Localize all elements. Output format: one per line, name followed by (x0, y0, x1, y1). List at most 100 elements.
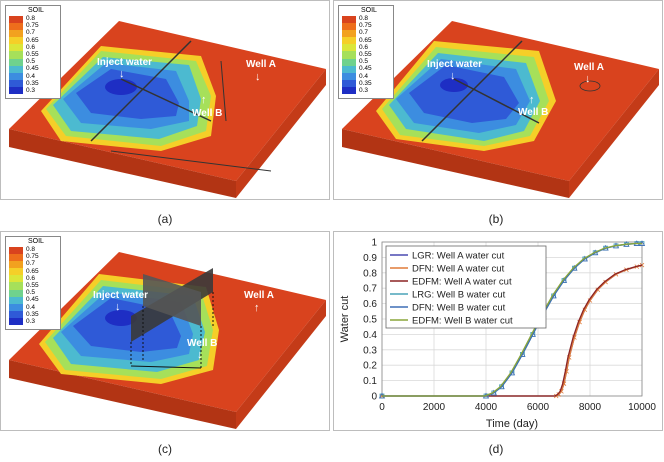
colorbar-level-label: 0.75 (26, 22, 39, 30)
reservoir-grid-a (9, 21, 326, 198)
inject-water-label: Inject water (427, 59, 483, 70)
inject-arrow-icon: ↓ (115, 301, 121, 313)
colorbar-level-label: 0.65 (26, 267, 39, 275)
colorbar-a: SOIL 0.8 0.75 0.7 0.65 0.6 0.55 0.5 0.45 0.4 0.35… (5, 5, 61, 99)
y-tick-label: 0.3 (363, 345, 377, 356)
panel-d-label: (d) (488, 442, 504, 456)
colorbar-level-label: 0.7 (359, 29, 369, 37)
colorbar-swatch (9, 23, 23, 31)
panel-c-figure (9, 252, 326, 429)
colorbar-swatch (342, 79, 356, 88)
x-tick-label: 4000 (475, 402, 498, 413)
y-axis-label: Water cut (339, 296, 351, 343)
panel-c-label: (c) (158, 442, 172, 456)
colorbar-level-label: 0.7 (26, 29, 36, 37)
legend-entry: EDFM: Well A water cut (412, 277, 512, 288)
colorbar-level-label: 0.75 (359, 22, 372, 30)
legend-entry: LGR: Well A water cut (412, 251, 505, 262)
water-cut-chart: 0 0.1 0.2 0.3 0.4 0.5 0.6 0.7 0.8 0.9 1 0 2000 4000 60… (339, 238, 656, 431)
inject-water-label: Inject water (97, 57, 153, 68)
colorbar-swatch (342, 44, 356, 52)
series-line (382, 264, 643, 397)
colorbar-level-label: 0.55 (26, 51, 39, 59)
panel-d: 0 0.1 0.2 0.3 0.4 0.5 0.6 0.7 0.8 0.9 1 0 2000 4000 60… (333, 231, 663, 431)
panel-b-figure (342, 21, 659, 198)
inject-arrow-icon: ↓ (450, 70, 456, 82)
y-tick-label: 0.2 (363, 361, 377, 372)
colorbar-c: SOIL 0.8 0.75 0.7 0.65 0.6 0.55 0.5 0.45 0.4 0.35… (5, 236, 61, 330)
colorbar-level-label: 0.8 (26, 15, 36, 22)
colorbar-b: SOIL 0.8 0.75 0.7 0.65 0.6 0.55 0.5 0.45 0.4 0.35… (338, 5, 394, 99)
panel-c: SOIL 0.8 0.75 0.7 0.65 0.6 0.55 0.5 0.45 0.4 0.35… (0, 231, 330, 431)
colorbar-level-label: 0.35 (26, 79, 39, 87)
reservoir-grid-b (342, 21, 659, 198)
colorbar-level-label: 0.5 (359, 58, 369, 66)
well-a-arrow-icon: ↑ (254, 302, 260, 314)
x-tick-label: 8000 (579, 402, 602, 413)
colorbar-title: SOIL (28, 7, 44, 14)
well-b-arrow-icon: ↑ (529, 94, 535, 106)
inject-arrow-icon: ↓ (119, 68, 125, 80)
colorbar-title: SOIL (28, 238, 44, 245)
colorbar-swatch (9, 44, 23, 52)
y-tick-label: 0.8 (363, 268, 377, 279)
colorbar-swatch (342, 58, 356, 66)
fracture-planes (130, 268, 214, 369)
colorbar-swatch (9, 16, 23, 24)
y-tick-label: 0.5 (363, 315, 377, 326)
colorbar-level-label: 0.35 (359, 79, 372, 87)
colorbar-swatch (342, 30, 356, 38)
colorbar-level-label: 0.8 (359, 15, 369, 22)
colorbar-level-label: 0.55 (26, 282, 39, 290)
colorbar-level-label: 0.45 (26, 65, 39, 73)
colorbar-swatch (9, 79, 23, 88)
series-point (595, 287, 601, 293)
well-a-arrow-icon: ↓ (255, 71, 261, 83)
colorbar-swatch (9, 72, 23, 81)
colorbar-swatch (9, 317, 23, 326)
y-tick-label: 0.7 (363, 284, 377, 295)
legend-entry: EDFM: Well B water cut (412, 316, 513, 327)
panel-a-figure (9, 21, 326, 198)
panel-a: SOIL 0.8 0.75 0.7 0.65 0.6 0.55 0.5 0.45 0.4 0.35… (0, 0, 330, 200)
colorbar-swatch (9, 58, 23, 66)
colorbar-level-label: 0.8 (26, 246, 36, 253)
y-tick-label: 0.4 (363, 330, 377, 341)
colorbar-swatch (9, 310, 23, 319)
y-tick-label: 0.1 (363, 376, 377, 387)
legend-box (385, 245, 547, 329)
colorbar-level-label: 0.6 (26, 274, 36, 282)
panel-a-label: (a) (157, 212, 173, 226)
colorbar-level-label: 0.75 (26, 253, 39, 261)
colorbar-level-label: 0.4 (359, 72, 369, 80)
colorbar-swatch (9, 275, 23, 283)
colorbar-swatch (9, 296, 23, 305)
colorbar-swatch (9, 37, 23, 45)
colorbar-swatch (342, 37, 356, 45)
colorbar-swatch (342, 51, 356, 59)
well-a-label: Well A (574, 62, 605, 73)
colorbar-swatch (342, 65, 356, 74)
panel-b-label: (b) (488, 212, 504, 226)
colorbar-level-label: 0.6 (359, 43, 369, 51)
colorbar-level-label: 0.3 (26, 318, 36, 326)
colorbar-swatch (9, 268, 23, 276)
well-a-label: Well A (244, 290, 275, 301)
x-tick-label: 2000 (423, 402, 446, 413)
x-tick-label: 6000 (527, 402, 550, 413)
inject-water-label: Inject water (93, 290, 149, 301)
colorbar-level-label: 0.5 (26, 289, 36, 297)
colorbar-level-label: 0.5 (26, 58, 36, 66)
x-axis-label: Time (day) (486, 418, 538, 430)
colorbar-level-label: 0.3 (359, 87, 369, 95)
y-tick-label: 0.9 (363, 253, 377, 264)
y-tick-label: 0.6 (363, 299, 377, 310)
colorbar-swatch (9, 51, 23, 59)
colorbar-swatch (342, 16, 356, 24)
legend-entry: DFN: Well A water cut (412, 264, 505, 275)
legend-entry: DFN: Well B water cut (412, 303, 506, 314)
colorbar-swatch (342, 23, 356, 31)
y-tick-label: 1 (371, 238, 377, 249)
colorbar-level-label: 0.55 (359, 51, 372, 59)
colorbar-swatch (9, 247, 23, 255)
